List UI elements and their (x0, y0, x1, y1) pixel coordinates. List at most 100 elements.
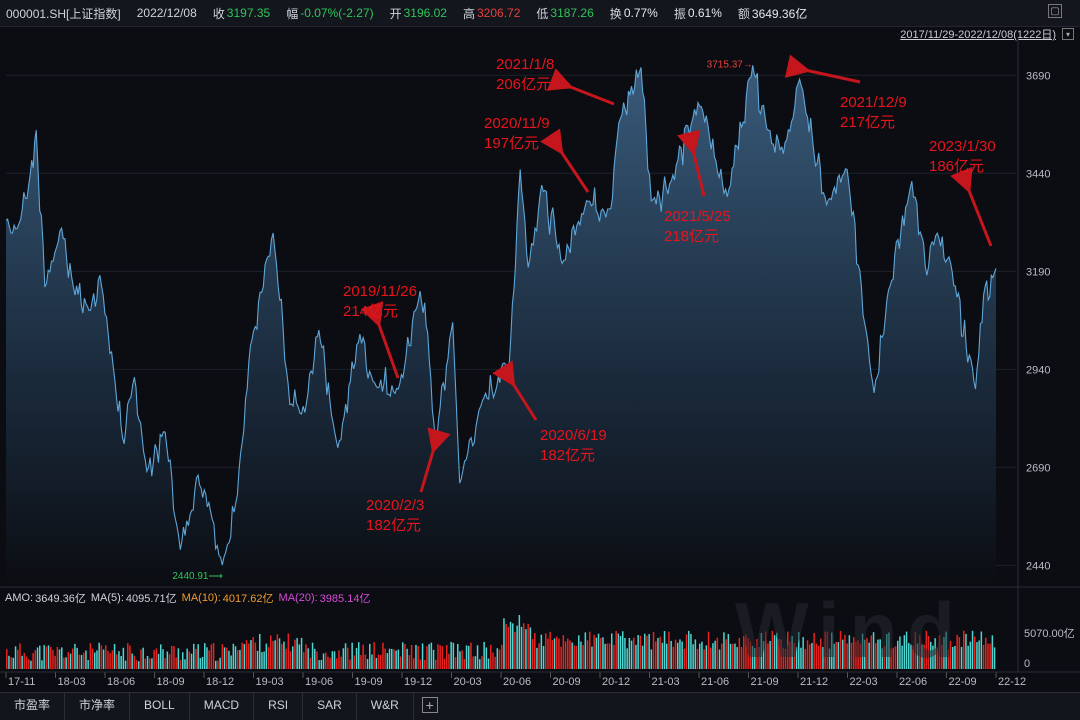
volume-bar (204, 643, 206, 669)
volume-bar (228, 650, 230, 669)
volume-bar (597, 633, 600, 669)
annotation-2020-06-19: 2020/6/19 182亿元 (540, 427, 607, 464)
volume-bar (802, 637, 804, 669)
volume-bar (804, 649, 807, 669)
tab-boll[interactable]: BOLL (130, 693, 190, 720)
volume-bar (573, 645, 576, 669)
date-range[interactable]: 2017/11/29-2022/12/08(1222日) (900, 29, 1056, 41)
volume-bar (912, 645, 914, 669)
x-tick-label: 21-09 (751, 676, 779, 688)
volume-bar (388, 648, 391, 669)
volume-bar (613, 644, 615, 669)
volume-bar (274, 640, 276, 669)
volume-bar (362, 644, 364, 669)
x-tick-label: 18-03 (58, 676, 86, 688)
volume-bar (474, 656, 477, 669)
volume-bar (483, 641, 485, 669)
volume-bar (408, 655, 411, 669)
volume-bar (721, 643, 723, 669)
volume-bar (208, 650, 210, 669)
add-tab-icon[interactable]: + (421, 697, 438, 713)
volume-bar (540, 634, 543, 669)
dropdown-icon[interactable]: ▾ (1062, 28, 1074, 40)
volume-bar (336, 658, 338, 669)
volume-bar (485, 647, 488, 669)
volume-bar (646, 635, 648, 669)
volume-bar (149, 658, 151, 669)
volume-bar (404, 644, 406, 669)
volume-bar (276, 634, 279, 669)
x-tick-label: 20-09 (553, 676, 581, 688)
x-tick-label: 19-12 (404, 676, 432, 688)
index-code[interactable]: 000001.SH[上证指数] (6, 6, 121, 21)
volume-bar (256, 650, 259, 669)
volume-bar (100, 645, 103, 669)
volume-bar (186, 648, 188, 669)
volume-bar (109, 653, 111, 669)
volume-bar (417, 646, 419, 669)
volume-bar (525, 629, 527, 669)
volume-bar (859, 643, 862, 669)
volume-bar (870, 635, 873, 669)
volume-bar (375, 657, 378, 669)
volume-bar (571, 642, 573, 669)
volume-bar (30, 660, 32, 669)
volume-bar (527, 623, 529, 669)
volume-bar (919, 635, 921, 669)
high-value: 3206.72 (477, 6, 521, 20)
volume-bar (472, 656, 474, 669)
volume-bar (195, 648, 197, 669)
tab-macd[interactable]: MACD (190, 693, 255, 720)
volume-bar (54, 655, 56, 669)
volume-bar (600, 638, 602, 669)
collapse-icon[interactable]: ▢ (1048, 4, 1062, 18)
annotation-arrow (492, 360, 538, 421)
volume-bar (534, 633, 536, 669)
tab-wr[interactable]: W&R (357, 693, 414, 720)
volume-bar (296, 638, 298, 669)
volume-bar (941, 644, 943, 669)
volume-bar (463, 659, 466, 669)
volume-bar (602, 637, 604, 669)
wind-watermark: Wind (735, 586, 965, 674)
volume-bar (703, 649, 705, 669)
volume-bar (883, 646, 886, 669)
tab-pe[interactable]: 市盈率 (0, 693, 66, 720)
amount-label: 额 (737, 6, 750, 21)
tab-pb[interactable]: 市净率 (65, 693, 131, 720)
volume-bar (589, 631, 591, 669)
volume-bar (393, 649, 395, 669)
volume-bar (340, 656, 342, 669)
volume-bar (122, 647, 125, 669)
volume-bar (237, 650, 239, 669)
volume-bar (771, 630, 774, 669)
x-tick-label: 18-06 (107, 676, 135, 688)
volume-bar (892, 647, 895, 669)
volume-bar (784, 648, 787, 669)
volume-bar (925, 630, 928, 669)
volume-bar (960, 646, 963, 669)
volume-bar (650, 649, 653, 669)
volume-bar (21, 655, 23, 669)
volume-bar (353, 655, 356, 669)
volume-bar (619, 636, 622, 669)
volume-bar (826, 631, 829, 669)
volume-bar (677, 642, 679, 669)
volume-bar (331, 651, 334, 669)
volume-bar (952, 646, 954, 669)
volume-bar (622, 631, 624, 669)
volume-bar (63, 657, 65, 669)
tab-rsi[interactable]: RSI (254, 693, 304, 720)
volume-bar (699, 643, 701, 669)
volume-bar (160, 644, 162, 669)
volume-bar (212, 643, 215, 669)
volume-bar (294, 639, 296, 669)
volume-bar (448, 653, 450, 669)
volume-bar (901, 645, 903, 669)
volume-bar (822, 647, 824, 669)
volume-bar (824, 631, 826, 669)
tab-sar[interactable]: SAR (303, 693, 357, 720)
quote-bar: 000001.SH[上证指数] 2022/12/08 收 3197.35 幅 -… (0, 0, 1080, 27)
volume-bar (118, 651, 120, 669)
volume-bar (490, 644, 492, 669)
